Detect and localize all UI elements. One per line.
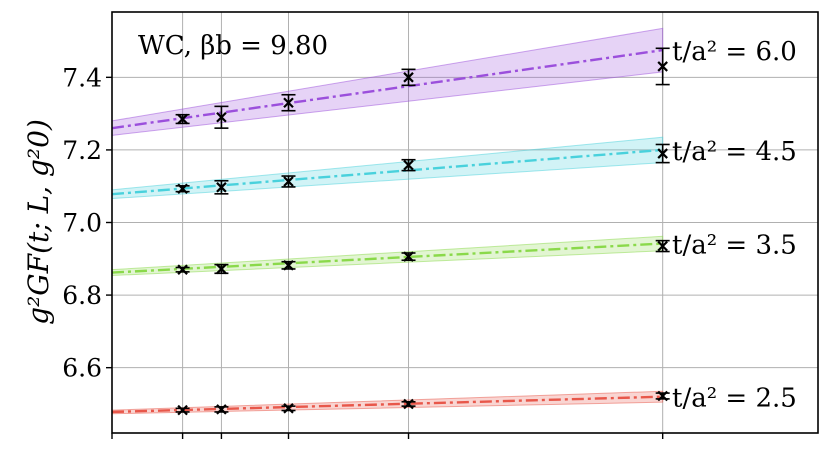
y-ticks: 6.6 6.8 7.0 7.2 7.4 — [62, 63, 112, 383]
fit-bands — [111, 27, 664, 415]
y-tick-label: 7.0 — [62, 209, 102, 238]
data-point — [216, 182, 227, 193]
data-point — [283, 97, 294, 109]
data-point — [657, 240, 668, 252]
y-tick-label: 7.4 — [62, 63, 102, 92]
x-ticks — [111, 433, 664, 439]
data-point — [177, 183, 188, 195]
series-label: t/a² = 2.5 — [672, 384, 797, 414]
data-point — [403, 72, 414, 83]
y-tick-label: 6.6 — [62, 354, 102, 383]
data-point — [283, 176, 294, 187]
data-points — [175, 47, 670, 416]
data-point — [657, 61, 668, 72]
data-point — [177, 264, 188, 275]
y-tick-label: 6.8 — [62, 281, 102, 310]
data-point — [403, 398, 414, 410]
fit-band — [111, 390, 664, 415]
data-point — [216, 111, 227, 123]
fit-lines — [111, 48, 663, 414]
fit-band — [111, 136, 664, 200]
data-point — [177, 113, 188, 125]
series-labels: t/a² = 6.0 t/a² = 4.5 t/a² = 3.5 t/a² = 2.5 — [672, 37, 797, 414]
series-label: t/a² = 4.5 — [672, 137, 797, 167]
series-label: t/a² = 3.5 — [672, 231, 797, 261]
data-point — [403, 251, 414, 262]
data-point — [216, 263, 227, 275]
fit-line — [111, 48, 663, 130]
series-label: t/a² = 6.0 — [672, 37, 797, 67]
annotation: WC, βb = 9.80 — [138, 31, 328, 61]
fit-band — [111, 235, 664, 277]
data-point — [216, 404, 227, 415]
data-point — [283, 403, 294, 414]
data-point — [177, 404, 188, 416]
data-point — [403, 159, 414, 171]
y-tick-label: 7.2 — [62, 136, 102, 165]
data-point — [283, 260, 294, 271]
data-point — [657, 148, 668, 159]
data-point — [657, 390, 668, 402]
y-axis-label: g²GF(t; L, g²0) — [22, 119, 55, 325]
fit-line — [111, 148, 663, 196]
